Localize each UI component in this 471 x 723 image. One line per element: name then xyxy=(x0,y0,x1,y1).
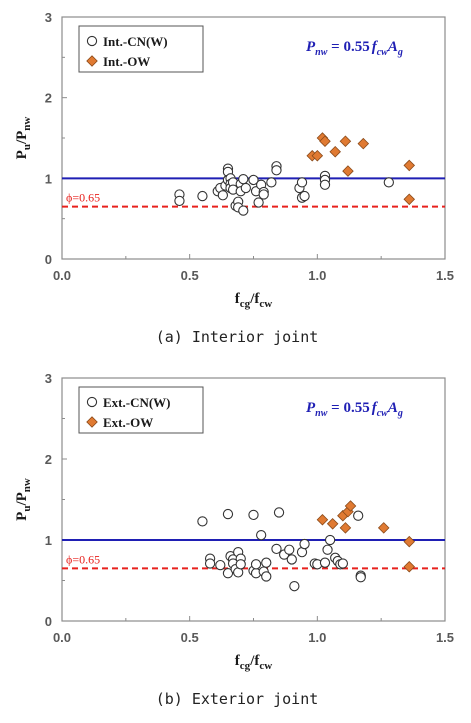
data-point xyxy=(289,581,300,592)
x-tick-label: 0.0 xyxy=(53,268,71,283)
data-point xyxy=(339,135,352,147)
legend-diamond-icon xyxy=(86,55,98,67)
legend-box xyxy=(78,25,204,73)
data-point xyxy=(342,165,354,177)
data-point xyxy=(324,534,336,546)
y-tick-label: 2 xyxy=(45,452,52,467)
data-point xyxy=(217,190,229,201)
data-point xyxy=(329,145,341,158)
series-cn-w xyxy=(174,161,394,216)
data-point xyxy=(197,190,208,202)
series-ow xyxy=(306,132,416,206)
legend-diamond-icon xyxy=(86,416,98,428)
data-point xyxy=(344,500,357,512)
y-tick-label: 0 xyxy=(45,614,52,629)
legend-open-circle-icon xyxy=(86,396,98,408)
data-point xyxy=(284,544,295,555)
data-point xyxy=(238,173,249,185)
data-point xyxy=(215,559,226,571)
data-point xyxy=(326,518,339,530)
data-point xyxy=(353,510,364,521)
legend-label: Ext.-OW xyxy=(103,415,153,430)
data-point xyxy=(403,159,416,172)
x-tick-label: 1.5 xyxy=(436,630,454,645)
data-point xyxy=(337,558,349,569)
data-point xyxy=(271,165,282,176)
legend-label: Int.-CN(W) xyxy=(103,34,168,49)
data-point xyxy=(248,174,259,186)
x-tick-label: 1.0 xyxy=(308,268,326,283)
legend-box xyxy=(78,386,204,434)
data-point xyxy=(286,554,297,565)
x-tick-label: 1.5 xyxy=(436,268,454,283)
legend-label: Int.-OW xyxy=(103,54,150,69)
formula-annotation: Pnw = 0.55 fcwAg xyxy=(306,39,403,58)
data-point xyxy=(258,189,269,200)
data-point xyxy=(296,177,308,188)
data-point xyxy=(266,177,277,188)
y-axis-label: Pu/Pnw xyxy=(14,478,33,521)
y-tick-label: 1 xyxy=(45,533,52,548)
y-axis-label: Pu/Pnw xyxy=(14,117,33,160)
data-point xyxy=(403,193,416,206)
legend-open-circle-icon xyxy=(86,35,98,47)
x-axis-label: fcg/fcw xyxy=(235,291,272,310)
data-point xyxy=(222,508,234,520)
formula-annotation: Pnw = 0.55 fcwAg xyxy=(306,400,403,419)
data-point xyxy=(271,543,282,555)
data-point xyxy=(256,529,267,541)
y-tick-label: 1 xyxy=(45,171,52,186)
data-point xyxy=(311,149,324,162)
data-point xyxy=(197,516,208,527)
data-point xyxy=(299,190,310,202)
figure-caption: (a) Interior joint xyxy=(156,328,319,346)
data-point xyxy=(261,571,272,582)
data-point xyxy=(319,557,331,568)
data-point xyxy=(383,177,394,188)
figure-caption: (b) Exterior joint xyxy=(156,690,319,708)
data-point xyxy=(319,135,331,147)
data-point xyxy=(319,179,331,190)
chart-panel-b: 0 1 2 3 0.0 0.5 1.0 1.5 ϕ=0.65 Ext.-CN(W) Ext.-OW P… xyxy=(14,371,454,708)
data-point xyxy=(299,538,310,550)
phi-label: ϕ=0.65 xyxy=(66,552,100,566)
chart-panel-a: 0 1 2 3 0.0 0.5 1.0 1.5 ϕ=0.65 Int.-CN(W) Int.-OW P… xyxy=(14,10,454,346)
series-cn-w xyxy=(197,507,366,592)
data-point xyxy=(377,522,390,534)
phi-label: ϕ=0.65 xyxy=(66,191,100,205)
data-point xyxy=(204,558,216,569)
legend: Int.-CN(W) Int.-OW xyxy=(78,25,204,73)
data-point xyxy=(339,522,352,534)
data-point xyxy=(238,205,249,216)
data-point xyxy=(316,513,329,526)
data-point xyxy=(403,560,416,573)
y-tick-label: 3 xyxy=(45,10,52,25)
data-point xyxy=(240,182,251,194)
legend-label: Ext.-CN(W) xyxy=(103,395,171,410)
data-point xyxy=(355,572,366,583)
x-tick-label: 0.5 xyxy=(181,268,199,283)
data-point xyxy=(248,509,259,521)
data-point xyxy=(250,559,262,570)
y-tick-label: 2 xyxy=(45,91,52,106)
data-point xyxy=(261,557,272,568)
data-point xyxy=(273,507,285,518)
y-tick-label: 0 xyxy=(45,252,52,267)
x-tick-label: 1.0 xyxy=(308,630,326,645)
x-axis-label: fcg/fcw xyxy=(235,653,272,672)
data-point xyxy=(322,544,333,555)
series-ow xyxy=(316,500,416,573)
data-point xyxy=(253,197,264,208)
x-tick-label: 0.0 xyxy=(53,630,71,645)
data-point xyxy=(174,195,185,207)
data-point xyxy=(235,559,246,570)
data-point xyxy=(403,535,416,548)
x-tick-label: 0.5 xyxy=(181,630,199,645)
y-tick-label: 3 xyxy=(45,371,52,386)
legend: Ext.-CN(W) Ext.-OW xyxy=(78,386,204,434)
data-point xyxy=(357,137,370,150)
